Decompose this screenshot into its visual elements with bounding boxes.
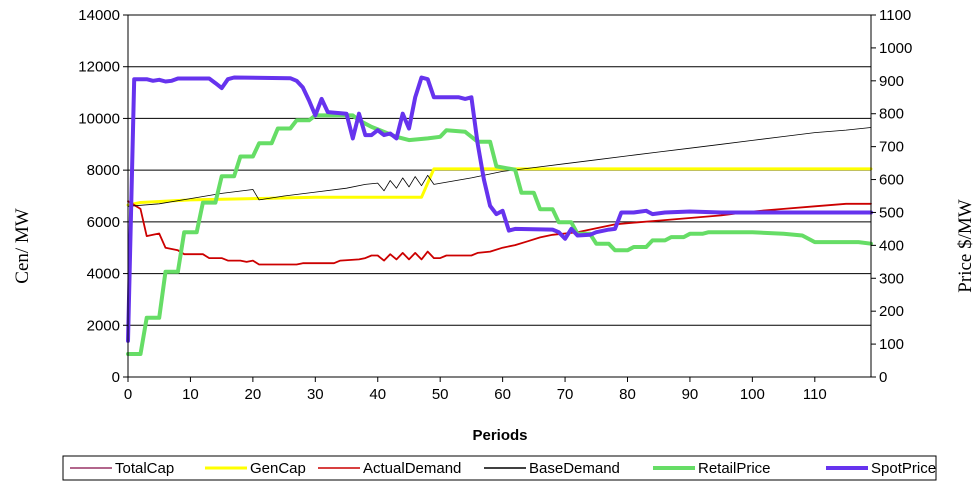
legend-label-TotalCap: TotalCap	[115, 460, 174, 477]
legend: TotalCap GenCap ActualDemand BaseDemand Reta…	[62, 455, 937, 481]
x-tick-label: 80	[619, 386, 636, 403]
right-tick-label: 900	[879, 73, 904, 90]
series-lines	[126, 75, 873, 356]
x-tick-label: 110	[803, 386, 827, 403]
grid	[128, 14, 871, 326]
series-line-BaseDemand	[127, 127, 872, 207]
right-tick-label: 500	[879, 204, 904, 221]
left-tick-label: 4000	[87, 266, 120, 283]
legend-label-RetailPrice: RetailPrice	[698, 460, 771, 477]
series-line-GenCap	[126, 167, 873, 207]
legend-label-SpotPrice: SpotPrice	[871, 460, 936, 477]
legend-label-ActualDemand: ActualDemand	[363, 460, 461, 477]
x-tick-label: 20	[245, 386, 262, 403]
right-tick-label: 300	[879, 270, 904, 287]
x-tick-label: 40	[369, 386, 386, 403]
left-tick-label: 10000	[78, 110, 120, 127]
left-tick-label: 2000	[87, 317, 120, 334]
right-tick-label: 0	[879, 369, 887, 386]
left-axis-ticks: 0 2000 4000 6000 8000 10000 12000 14000	[78, 7, 128, 386]
right-axis-ticks: 0 100 200 300 400 500 600 700 800 900 1000 1100	[871, 7, 912, 386]
series-line-ActualDemand	[127, 200, 872, 266]
right-axis-title: Price $/MW	[955, 199, 976, 292]
series-line-SpotPrice	[126, 75, 873, 343]
x-tick-label: 60	[494, 386, 511, 403]
left-tick-label: 0	[112, 369, 120, 386]
right-tick-label: 100	[879, 336, 904, 353]
right-tick-label: 600	[879, 172, 904, 189]
right-tick-label: 800	[879, 106, 904, 123]
x-tick-label: 100	[740, 386, 765, 403]
x-axis-title: Periods	[472, 427, 527, 444]
x-tick-label: 30	[307, 386, 324, 403]
left-axis-title: Cen/ MW	[12, 208, 33, 284]
x-tick-label: 10	[182, 386, 199, 403]
left-tick-label: 8000	[87, 162, 120, 179]
series-line-RetailPrice	[126, 113, 873, 356]
left-tick-label: 12000	[78, 59, 120, 76]
left-tick-label: 6000	[87, 214, 120, 231]
x-tick-label: 90	[682, 386, 699, 403]
x-tick-label: 50	[432, 386, 449, 403]
x-tick-label: 0	[124, 386, 132, 403]
legend-label-BaseDemand: BaseDemand	[529, 460, 620, 477]
right-tick-label: 700	[879, 139, 904, 156]
right-tick-label: 400	[879, 237, 904, 254]
left-tick-label: 14000	[78, 7, 120, 24]
legend-label-GenCap: GenCap	[250, 460, 306, 477]
x-tick-label: 70	[557, 386, 574, 403]
right-tick-label: 1000	[879, 40, 912, 57]
x-axis-ticks: 0 10 20 30 40 50 60 70 80 90 100 110	[124, 377, 827, 403]
right-tick-label: 1100	[879, 7, 911, 24]
axes	[127, 15, 872, 378]
right-tick-label: 200	[879, 303, 904, 320]
